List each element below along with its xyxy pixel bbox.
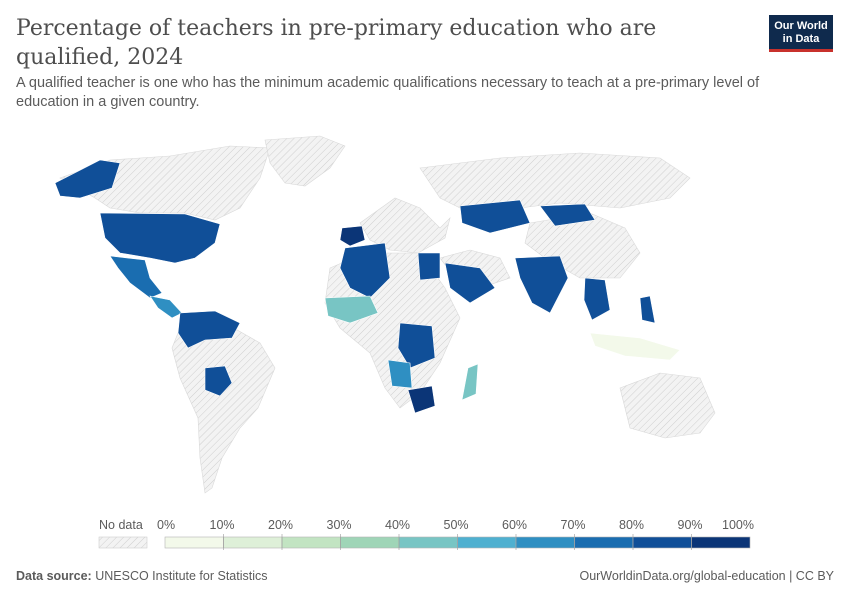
legend: No data 0% 10% 20% 30% 40% 50% 60% 70% 80% 90% 100… [98,518,754,550]
data-regions [54,159,681,414]
logo-line-1: Our World [774,20,828,32]
legend-tick-6: 60% [502,518,527,532]
footer-url[interactable]: OurWorldinData.org/global-education | CC… [579,569,834,583]
region-southeast-asia [583,277,611,321]
legend-bin-4[interactable] [398,536,458,549]
region-saudi [444,262,496,304]
legend-tick-4: 40% [385,518,410,532]
region-bolivia [204,365,233,397]
region-india [514,255,569,314]
region-indonesia [589,332,681,361]
logo-line-2: in Data [782,33,820,45]
region-philippines [639,295,656,324]
legend-bin-3[interactable] [340,536,400,549]
legend-bin-5[interactable] [457,536,517,549]
region-central-america [149,295,183,319]
legend-bin-1[interactable] [223,536,283,549]
data-source: Data source: UNESCO Institute for Statis… [16,569,268,583]
legend-no-data-label: No data [99,518,143,532]
chart-title: Percentage of teachers in pre-primary ed… [16,16,657,70]
data-source-value: UNESCO Institute for Statistics [95,569,268,583]
data-source-label: Data source: [16,569,92,583]
world-map[interactable] [0,128,850,508]
legend-tick-1: 10% [210,518,235,532]
legend-bin-7[interactable] [574,536,634,549]
region-mongolia [539,203,596,227]
legend-no-data-swatch [98,536,148,549]
region-egypt [417,252,441,281]
legend-tick-2: 20% [268,518,293,532]
legend-ticks: 0% 10% 20% 30% 40% 50% 60% 70% 80% 90% 100% [157,518,754,550]
legend-bin-2[interactable] [281,536,341,549]
legend-bin-6[interactable] [515,536,575,549]
region-angola [387,359,413,389]
region-central-africa [397,322,436,369]
legend-tick-0: 0% [157,518,175,532]
legend-tick-7: 70% [561,518,586,532]
legend-bin-8[interactable] [632,536,692,549]
region-kazakhstan [459,199,531,234]
region-southern-africa [407,385,436,414]
legend-tick-8: 80% [619,518,644,532]
region-alaska [54,159,121,199]
legend-tick-9: 90% [678,518,703,532]
no-data-regions [59,135,716,494]
legend-bin-0[interactable] [164,536,224,549]
region-mexico [109,255,163,299]
legend-tick-3: 30% [327,518,352,532]
legend-tick-5: 50% [444,518,469,532]
legend-tick-10: 100% [722,518,754,532]
region-madagascar [461,363,479,401]
region-west-africa [324,295,379,324]
owid-logo[interactable]: Our World in Data [769,15,833,52]
chart-subtitle: A qualified teacher is one who has the m… [16,75,760,110]
region-north-south-america [177,310,241,349]
region-usa [99,212,221,264]
region-spain [339,225,366,247]
legend-bin-9[interactable] [691,536,751,549]
